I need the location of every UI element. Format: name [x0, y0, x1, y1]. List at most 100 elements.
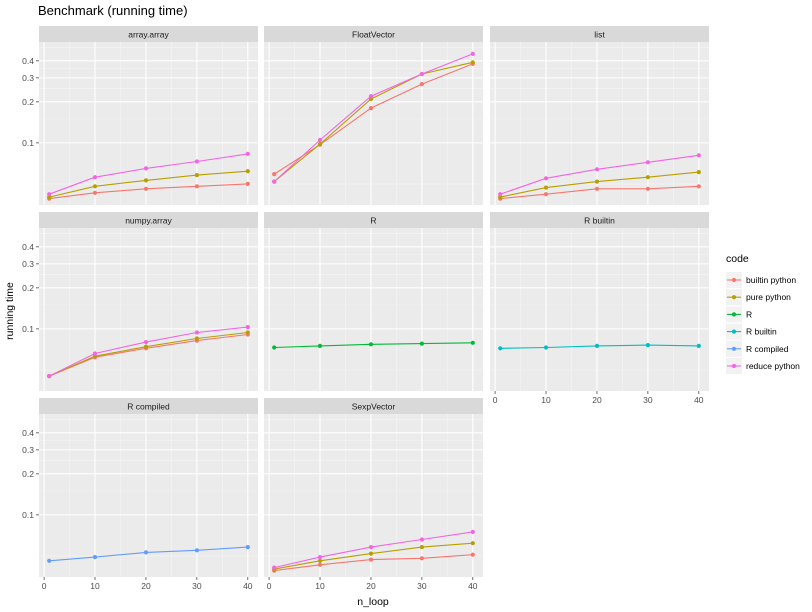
legend-label: builtin python	[746, 275, 796, 285]
data-point-builtin-python	[645, 186, 651, 191]
x-tick-label: 0	[42, 581, 47, 591]
legend-item-r: R	[726, 306, 752, 323]
x-tick-label: 40	[243, 581, 253, 591]
legend-key-point	[731, 295, 737, 300]
data-point-pure-python	[419, 545, 424, 550]
x-tick-label: 20	[366, 581, 376, 591]
data-point-r-compiled	[47, 558, 52, 563]
data-point-reduce-python	[47, 374, 52, 379]
data-point-builtin-python	[143, 186, 149, 191]
data-point-reduce-python	[92, 175, 98, 180]
strip-label-sexpvector: SexpVector	[352, 402, 396, 412]
plot-background	[39, 42, 258, 205]
y-tick-label: 0.1	[22, 324, 34, 334]
x-tick-label: 30	[417, 581, 427, 591]
data-point-r-compiled	[92, 555, 98, 560]
data-point-r	[419, 341, 424, 346]
data-point-pure-python	[498, 195, 503, 200]
data-point-reduce-python	[272, 179, 277, 184]
data-point-builtin-python	[368, 106, 374, 111]
legend-item-r-builtin: R builtin	[726, 323, 777, 340]
data-point-r	[470, 340, 475, 345]
data-point-r	[368, 342, 374, 347]
data-point-reduce-python	[470, 529, 475, 535]
data-point-builtin-python	[696, 184, 701, 189]
strip-r-compiled	[39, 398, 258, 414]
x-tick-label: 40	[694, 395, 704, 405]
legend-label: R	[746, 309, 752, 319]
data-point-reduce-python	[696, 153, 701, 158]
data-point-reduce-python	[47, 192, 52, 197]
data-point-pure-python	[543, 185, 549, 190]
y-tick-label: 0.4	[22, 428, 34, 438]
plot-background	[39, 228, 258, 391]
data-point-reduce-python	[272, 565, 277, 570]
legend-key-point	[731, 312, 737, 317]
legend-key-point	[731, 363, 737, 369]
panel-r-compiled: R compiled	[39, 398, 258, 577]
strip-label-numpy-array: numpy.array	[125, 216, 172, 226]
data-point-r-builtin	[696, 343, 701, 348]
strip-array-array	[39, 26, 258, 42]
legend-label: reduce python	[746, 361, 800, 371]
data-point-pure-python	[317, 142, 323, 147]
y-tick-label: 0.4	[22, 242, 34, 252]
strip-label-array-array: array.array	[128, 30, 169, 40]
shared-axes: 0.1 0.2 0.3 0.4 0.1 0.2 0.3 0.4 0 10 20 30 40 0.1 0.2 0…	[22, 56, 704, 591]
legend-item-reduce-python: reduce python	[726, 358, 800, 374]
plot-background	[490, 228, 709, 391]
strip-label-r-compiled: R compiled	[127, 402, 170, 412]
x-tick-label: 10	[90, 581, 100, 591]
data-point-reduce-python	[470, 51, 475, 57]
legend-item-pure-python: pure python	[726, 289, 791, 306]
x-axis-label: n_loop	[357, 596, 389, 608]
data-point-builtin-python	[419, 556, 424, 561]
plot-background	[490, 42, 709, 205]
legend-key-point	[731, 277, 737, 283]
plot-background	[39, 414, 258, 577]
x-tick-label: 0	[493, 395, 498, 405]
legend-label: pure python	[746, 292, 791, 302]
data-point-r-builtin	[498, 346, 503, 351]
legend-label: R compiled	[746, 344, 789, 354]
data-point-r-compiled	[245, 545, 250, 550]
data-point-reduce-python	[194, 330, 199, 335]
x-tick-label: 30	[643, 395, 653, 405]
y-tick-label: 0.2	[22, 469, 34, 479]
strip-numpy-array	[39, 212, 258, 228]
data-point-r-compiled	[194, 548, 199, 553]
data-point-pure-python	[645, 175, 651, 180]
data-point-pure-python	[143, 178, 149, 183]
panel-array-array: array.array	[39, 26, 258, 205]
data-point-reduce-python	[498, 192, 503, 197]
y-tick-label: 0.2	[22, 97, 34, 107]
strip-label-list: list	[594, 30, 605, 40]
data-point-pure-python	[696, 170, 701, 175]
panel-numpy-array: numpy.array	[39, 212, 258, 391]
legend-key-point	[731, 346, 737, 351]
data-point-builtin-python	[272, 172, 277, 177]
data-point-reduce-python	[368, 94, 374, 99]
data-point-r-builtin	[594, 343, 600, 348]
plot-background	[264, 414, 483, 577]
x-tick-label: 0	[267, 581, 272, 591]
facet-panels: array.array FloatVector list numpy.array R R …	[39, 26, 709, 577]
data-point-r-builtin	[645, 343, 651, 348]
strip-list	[490, 26, 709, 42]
data-point-pure-python	[92, 184, 98, 189]
y-tick-label: 0.3	[22, 73, 34, 83]
data-point-builtin-python	[543, 192, 549, 197]
x-tick-label: 20	[141, 581, 151, 591]
data-point-pure-python	[368, 551, 374, 556]
data-point-pure-python	[143, 344, 149, 349]
data-point-reduce-python	[143, 340, 149, 345]
data-point-builtin-python	[317, 562, 323, 567]
data-point-builtin-python	[368, 557, 374, 562]
x-tick-label: 30	[192, 581, 202, 591]
strip-r-builtin	[490, 212, 709, 228]
y-tick-label: 0.2	[22, 283, 34, 293]
chart-title: Benchmark (running time)	[38, 3, 188, 18]
data-point-reduce-python	[317, 137, 323, 143]
data-point-reduce-python	[143, 166, 149, 171]
data-point-reduce-python	[194, 159, 199, 164]
